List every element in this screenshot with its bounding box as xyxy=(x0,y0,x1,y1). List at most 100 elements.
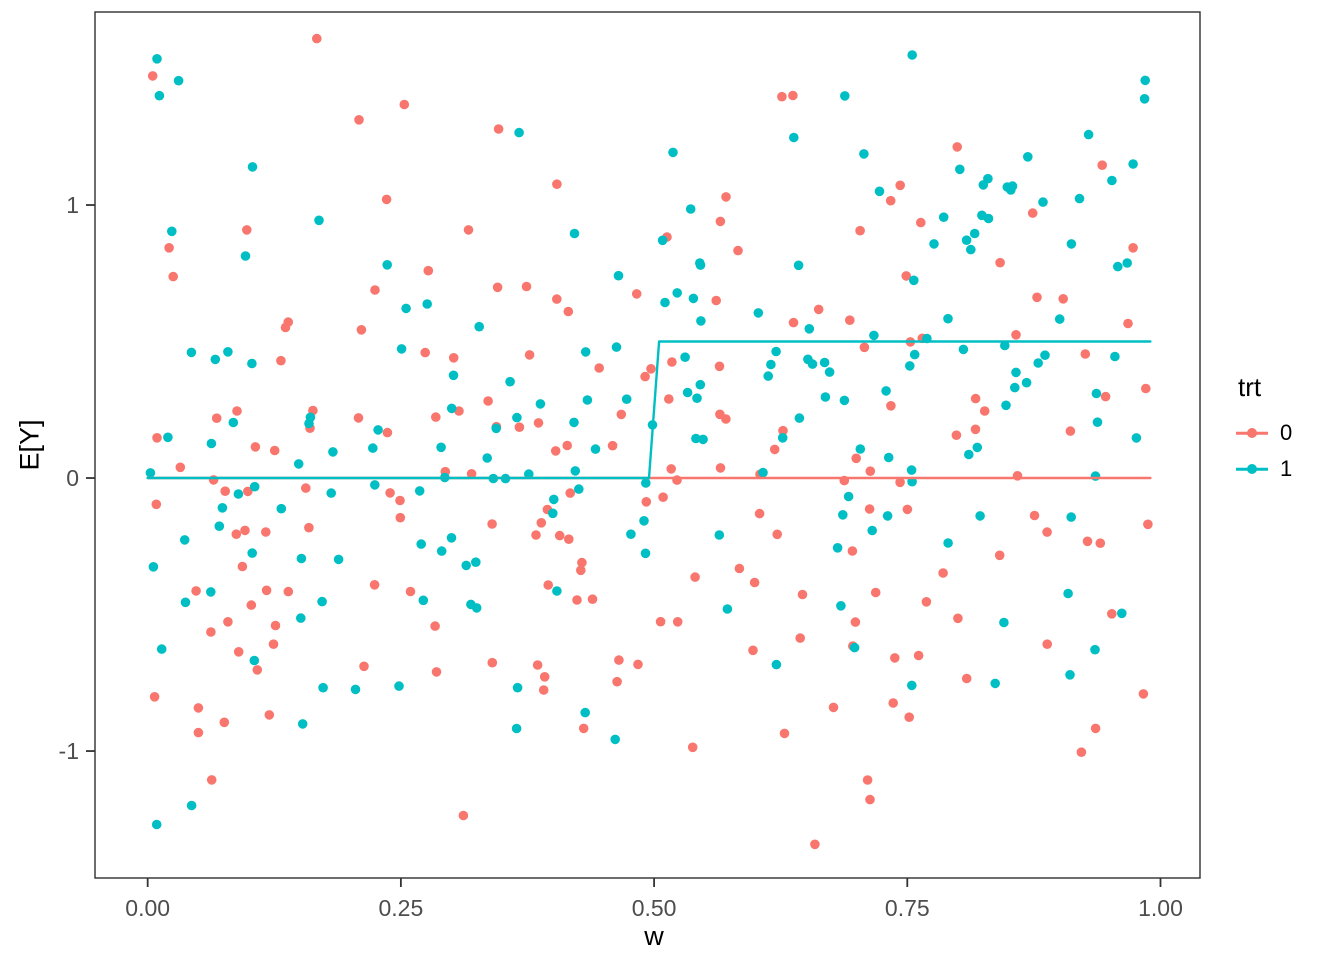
data-point-trt1 xyxy=(682,387,693,398)
x-axis-title: w xyxy=(644,921,664,951)
data-point-trt1 xyxy=(482,453,493,463)
data-point-trt0 xyxy=(395,512,406,523)
data-point-trt1 xyxy=(964,449,974,460)
data-point-trt0 xyxy=(385,488,395,498)
data-point-trt0 xyxy=(304,522,314,533)
data-point-trt0 xyxy=(749,577,760,588)
data-point-trt0 xyxy=(395,495,405,506)
data-point-trt1 xyxy=(961,235,972,245)
data-point-trt0 xyxy=(576,565,586,576)
data-point-trt0 xyxy=(466,469,477,479)
data-point-trt1 xyxy=(938,212,949,222)
data-point-trt1 xyxy=(906,465,917,475)
data-point-trt0 xyxy=(1029,510,1040,521)
data-point-trt1 xyxy=(569,228,580,239)
data-point-trt0 xyxy=(666,464,676,474)
data-point-trt0 xyxy=(577,557,587,568)
data-point-trt0 xyxy=(655,616,666,627)
data-point-trt1 xyxy=(217,503,228,513)
data-point-trt1 xyxy=(214,521,225,531)
data-point-trt0 xyxy=(1082,536,1093,547)
data-point-trt0 xyxy=(813,304,824,315)
data-point-trt0 xyxy=(715,216,726,227)
data-point-trt0 xyxy=(902,504,913,515)
data-point-trt0 xyxy=(587,594,598,604)
data-point-trt0 xyxy=(810,839,820,850)
data-point-trt1 xyxy=(247,358,257,369)
data-point-trt1 xyxy=(691,433,701,444)
data-point-trt1 xyxy=(955,164,965,175)
data-point-trt0 xyxy=(855,225,865,236)
data-point-trt0 xyxy=(862,775,873,785)
data-point-trt0 xyxy=(1058,294,1068,304)
data-point-trt1 xyxy=(145,468,156,478)
data-point-trt0 xyxy=(788,317,799,328)
data-point-trt0 xyxy=(970,393,981,404)
data-point-trt0 xyxy=(149,692,160,702)
data-point-trt0 xyxy=(233,647,244,657)
data-point-trt0 xyxy=(995,257,1005,268)
data-point-trt0 xyxy=(211,413,222,424)
data-point-trt1 xyxy=(758,467,768,478)
data-point-trt0 xyxy=(369,580,380,590)
data-point-trt0 xyxy=(231,529,242,539)
data-point-trt1 xyxy=(552,586,562,596)
data-point-trt0 xyxy=(952,142,962,152)
data-point-trt0 xyxy=(353,413,364,423)
data-point-trt0 xyxy=(979,406,990,416)
data-point-trt0 xyxy=(483,396,493,406)
data-point-trt1 xyxy=(210,354,221,365)
data-point-trt1 xyxy=(869,330,879,341)
legend-point-swatch xyxy=(1247,464,1257,474)
data-point-trt1 xyxy=(975,511,985,521)
data-point-trt0 xyxy=(772,529,782,540)
data-point-trt1 xyxy=(580,347,591,357)
data-point-trt1 xyxy=(983,213,994,224)
data-point-trt0 xyxy=(423,265,434,276)
data-point-trt1 xyxy=(582,395,593,405)
data-point-trt1 xyxy=(832,543,843,553)
data-point-trt0 xyxy=(797,589,808,600)
data-point-trt0 xyxy=(1011,330,1021,340)
data-point-trt1 xyxy=(1066,512,1076,522)
data-point-trt1 xyxy=(186,800,197,811)
data-point-trt1 xyxy=(247,162,258,172)
data-point-trt1 xyxy=(840,91,850,101)
data-point-trt1 xyxy=(580,707,590,718)
data-point-trt1 xyxy=(639,516,649,526)
data-point-trt1 xyxy=(793,260,804,271)
data-point-trt1 xyxy=(836,601,846,611)
data-point-trt0 xyxy=(420,347,431,358)
data-point-trt0 xyxy=(1042,639,1052,649)
data-point-trt0 xyxy=(711,295,721,306)
data-point-trt1 xyxy=(461,560,472,571)
data-point-trt0 xyxy=(552,294,562,304)
data-point-trt0 xyxy=(168,271,178,282)
data-point-trt1 xyxy=(1066,239,1077,249)
data-point-trt1 xyxy=(1023,152,1033,162)
legend-title: trt xyxy=(1238,372,1262,402)
data-point-trt1 xyxy=(1000,340,1010,351)
data-point-trt0 xyxy=(208,475,219,485)
data-point-trt0 xyxy=(733,245,743,256)
data-point-trt0 xyxy=(152,433,162,443)
data-point-trt1 xyxy=(1040,350,1050,361)
data-point-trt1 xyxy=(314,215,324,226)
data-point-trt0 xyxy=(1032,292,1042,303)
data-point-trt0 xyxy=(268,639,279,649)
data-point-trt1 xyxy=(512,412,522,423)
data-point-trt1 xyxy=(418,595,429,606)
data-point-trt1 xyxy=(206,438,217,449)
data-point-trt1 xyxy=(1091,388,1102,399)
data-point-trt0 xyxy=(845,315,855,326)
data-point-trt1 xyxy=(1010,382,1020,393)
data-point-trt0 xyxy=(859,342,870,353)
data-point-trt0 xyxy=(1065,426,1076,436)
data-point-trt0 xyxy=(970,424,981,435)
data-point-trt1 xyxy=(223,347,233,357)
data-point-trt1 xyxy=(446,533,457,543)
data-point-trt0 xyxy=(913,650,924,661)
data-point-trt1 xyxy=(1139,94,1150,104)
data-point-trt0 xyxy=(454,406,464,416)
